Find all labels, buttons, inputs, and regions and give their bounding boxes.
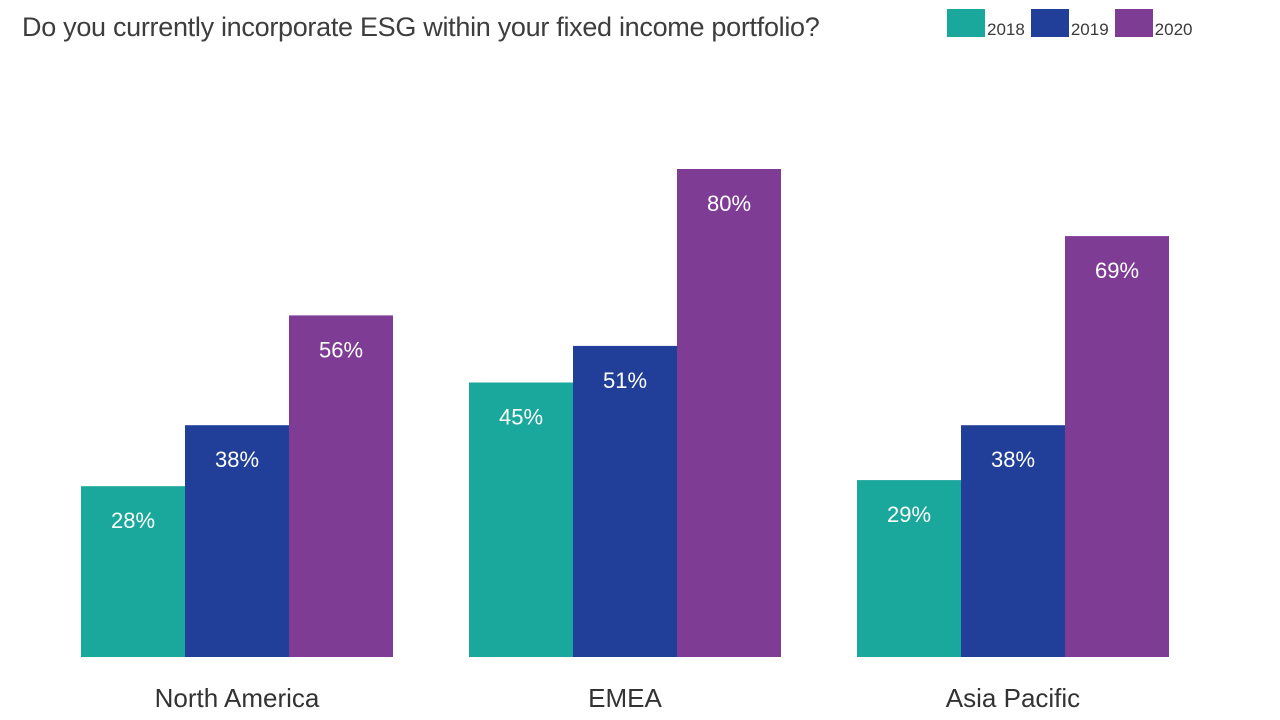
bar-emea-2020 bbox=[677, 169, 781, 657]
legend-swatch-2020 bbox=[1114, 9, 1153, 37]
legend-label-2019: 2019 bbox=[1070, 20, 1109, 39]
category-label-emea: EMEA bbox=[588, 683, 662, 713]
bar-label-north-america-2018: 28% bbox=[111, 508, 155, 533]
bar-label-north-america-2019: 38% bbox=[215, 447, 259, 472]
bar-label-asia-pacific-2020: 69% bbox=[1095, 258, 1139, 283]
bar-north-america-2019 bbox=[185, 425, 289, 657]
chart-legend: 2018 2019 2020 bbox=[947, 9, 1198, 40]
bar-label-asia-pacific-2018: 29% bbox=[887, 502, 931, 527]
chart-title: Do you currently incorporate ESG within … bbox=[22, 12, 820, 42]
legend-item-2019: 2019 bbox=[1030, 9, 1109, 40]
legend-item-2018: 2018 bbox=[947, 9, 1025, 40]
legend-swatch-2018 bbox=[947, 9, 985, 37]
bar-emea-2018 bbox=[469, 382, 573, 657]
category-label-north-america: North America bbox=[155, 683, 320, 713]
bar-label-asia-pacific-2019: 38% bbox=[991, 447, 1035, 472]
legend-swatch-2019 bbox=[1030, 9, 1069, 37]
bar-label-emea-2019: 51% bbox=[603, 368, 647, 393]
bar-north-america-2018 bbox=[81, 486, 185, 657]
legend-label-2020: 2020 bbox=[1154, 20, 1193, 39]
bar-asia-pacific-2018 bbox=[857, 480, 961, 657]
bar-label-emea-2020: 80% bbox=[707, 191, 751, 216]
bar-label-north-america-2020: 56% bbox=[319, 337, 363, 362]
bar-label-emea-2018: 45% bbox=[499, 405, 543, 430]
bar-asia-pacific-2019 bbox=[961, 425, 1065, 657]
legend-item-2020: 2020 bbox=[1114, 9, 1193, 40]
bar-north-america-2020 bbox=[289, 315, 393, 657]
bar-emea-2019 bbox=[573, 345, 677, 657]
category-label-asia-pacific: Asia Pacific bbox=[946, 683, 1080, 713]
legend-label-2018: 2018 bbox=[987, 20, 1025, 39]
bar-asia-pacific-2020 bbox=[1065, 236, 1169, 657]
